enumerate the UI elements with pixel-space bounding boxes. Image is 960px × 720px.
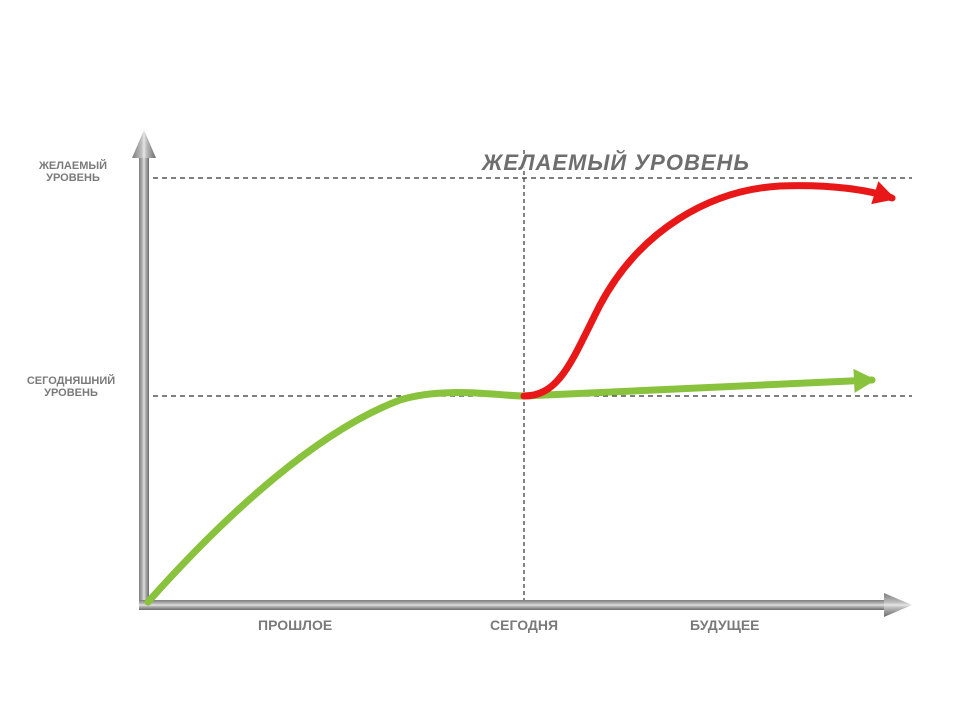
x-label-today: СЕГОДНЯ bbox=[490, 618, 558, 633]
y-label-desired: ЖЕЛАЕМЫЙ УРОВЕНЬ bbox=[18, 160, 128, 184]
x-label-future: БУДУЩЕЕ bbox=[690, 618, 760, 633]
growth-chart: ЖЕЛАЕМЫЙ УРОВЕНЬ СЕГОДНЯШНИЙ УРОВЕНЬ ПРО… bbox=[0, 0, 960, 720]
title-desired-level: ЖЕЛАЕМЫЙ УРОВЕНЬ bbox=[482, 150, 750, 176]
y-label-current: СЕГОДНЯШНИЙ УРОВЕНЬ bbox=[12, 375, 130, 399]
chart-svg bbox=[0, 0, 960, 720]
x-label-past: ПРОШЛОЕ bbox=[258, 618, 332, 633]
